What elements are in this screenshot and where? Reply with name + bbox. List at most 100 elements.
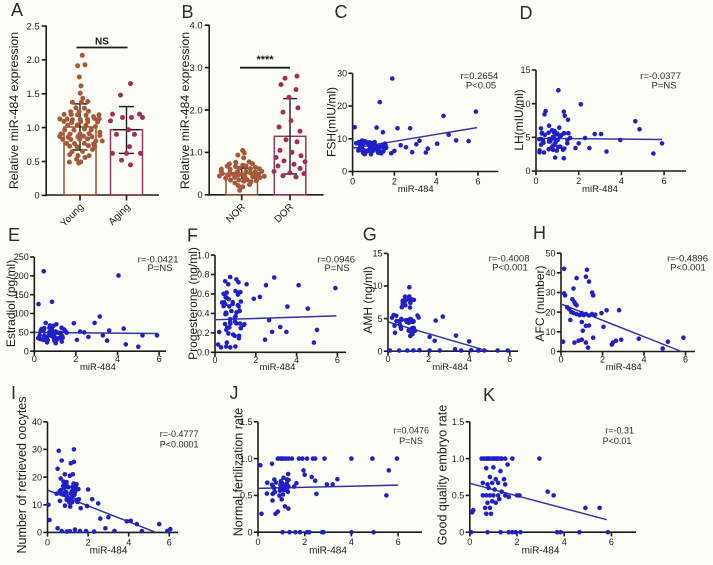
svg-text:6: 6: [609, 537, 614, 547]
svg-text:0: 0: [459, 527, 464, 537]
svg-text:miR-484: miR-484: [309, 546, 347, 557]
svg-text:0.5: 0.5: [26, 157, 39, 168]
svg-text:P<0.001: P<0.001: [492, 262, 528, 273]
svg-text:miR-484: miR-484: [80, 362, 116, 373]
svg-text:miR-484: miR-484: [432, 362, 468, 373]
svg-text:6: 6: [335, 355, 340, 365]
svg-text:2.0: 2.0: [26, 55, 39, 66]
svg-text:4: 4: [467, 354, 472, 364]
svg-text:20: 20: [545, 307, 555, 317]
svg-text:r=-0.0421: r=-0.0421: [138, 254, 179, 265]
svg-text:miR-484: miR-484: [260, 362, 296, 373]
svg-text:Good quality embryo rate: Good quality embryo rate: [436, 405, 450, 545]
svg-text:0: 0: [34, 191, 39, 202]
svg-text:miR-484: miR-484: [606, 362, 642, 373]
svg-text:AMH (ng/ml): AMH (ng/ml): [361, 266, 375, 333]
svg-text:Normal fertilization rate: Normal fertilization rate: [232, 408, 246, 537]
svg-text:1.0: 1.0: [26, 123, 39, 134]
svg-text:10: 10: [545, 327, 555, 337]
svg-text:3.0: 3.0: [189, 63, 202, 74]
svg-text:6: 6: [662, 176, 667, 186]
svg-text:2: 2: [600, 354, 605, 364]
svg-text:0: 0: [385, 354, 390, 364]
svg-text:0: 0: [342, 167, 347, 177]
svg-text:0.6: 0.6: [197, 289, 210, 299]
svg-text:5: 5: [377, 314, 382, 324]
svg-text:P<0.01: P<0.01: [603, 436, 632, 446]
svg-text:miR-484: miR-484: [90, 546, 128, 557]
svg-text:NS: NS: [95, 37, 109, 48]
svg-text:2.0: 2.0: [189, 105, 202, 116]
svg-text:P=NS: P=NS: [324, 263, 349, 274]
svg-text:F: F: [187, 226, 198, 246]
svg-text:r=-0.4008: r=-0.4008: [489, 254, 530, 265]
svg-text:I: I: [11, 383, 16, 403]
svg-text:10: 10: [337, 134, 347, 144]
svg-text:4: 4: [115, 354, 120, 364]
svg-text:0: 0: [37, 528, 42, 538]
svg-text:6: 6: [507, 354, 512, 364]
svg-text:1.0: 1.0: [240, 454, 253, 464]
svg-text:30: 30: [337, 69, 347, 79]
svg-text:r=0.0476: r=0.0476: [393, 426, 429, 436]
svg-text:Estradiol (pg/ml): Estradiol (pg/ml): [4, 260, 18, 347]
svg-text:r=-0.4896: r=-0.4896: [667, 254, 708, 265]
svg-text:G: G: [363, 224, 377, 244]
svg-text:30: 30: [545, 288, 555, 298]
svg-text:1.0: 1.0: [452, 454, 465, 464]
svg-text:miR-484: miR-484: [398, 184, 434, 195]
svg-text:0: 0: [350, 177, 355, 187]
svg-text:P=NS: P=NS: [147, 263, 172, 274]
svg-text:4: 4: [294, 355, 299, 365]
svg-text:4: 4: [619, 176, 624, 186]
svg-text:r=0.0946: r=0.0946: [317, 254, 355, 265]
svg-text:miR-484: miR-484: [522, 546, 560, 557]
svg-text:0: 0: [24, 346, 29, 356]
svg-text:4: 4: [349, 537, 354, 547]
svg-text:r=-0.31: r=-0.31: [605, 426, 634, 436]
svg-text:1.0: 1.0: [197, 250, 210, 260]
svg-text:C: C: [335, 2, 348, 22]
svg-text:0: 0: [212, 355, 217, 365]
svg-text:0.4: 0.4: [197, 309, 210, 319]
svg-text:4.0: 4.0: [189, 21, 202, 32]
svg-text:5: 5: [525, 133, 530, 143]
svg-text:0.2: 0.2: [197, 328, 210, 338]
svg-text:0: 0: [247, 527, 252, 537]
svg-text:P<0.001: P<0.001: [670, 262, 706, 273]
svg-text:0: 0: [550, 347, 555, 357]
svg-text:B: B: [182, 2, 194, 22]
svg-text:0: 0: [558, 354, 563, 364]
svg-text:K: K: [483, 385, 495, 405]
svg-text:6: 6: [683, 354, 688, 364]
svg-text:150: 150: [14, 290, 29, 300]
svg-text:100: 100: [14, 309, 29, 319]
svg-text:10: 10: [520, 99, 530, 109]
svg-text:40: 40: [545, 268, 555, 278]
svg-text:r=0.2654: r=0.2654: [461, 71, 499, 82]
svg-text:30: 30: [32, 445, 42, 455]
svg-text:P=NS: P=NS: [651, 81, 676, 92]
svg-text:AFC (number): AFC (number): [533, 265, 547, 341]
svg-text:J: J: [230, 383, 239, 403]
svg-text:1.5: 1.5: [240, 417, 253, 427]
svg-text:50: 50: [545, 248, 555, 258]
svg-text:0: 0: [467, 537, 472, 547]
svg-text:2: 2: [514, 537, 519, 547]
svg-text:1.0: 1.0: [189, 148, 202, 159]
svg-text:20: 20: [32, 472, 42, 482]
svg-text:4: 4: [126, 537, 131, 547]
svg-text:10: 10: [32, 500, 42, 510]
svg-text:1.5: 1.5: [26, 89, 39, 100]
svg-text:6: 6: [396, 537, 401, 547]
svg-text:0.5: 0.5: [240, 491, 253, 501]
svg-text:Relative miR-484 expression: Relative miR-484 expression: [7, 32, 21, 189]
svg-text:6: 6: [157, 354, 162, 364]
svg-text:FSH(mIU/ml): FSH(mIU/ml): [325, 87, 339, 157]
svg-text:0.0: 0.0: [197, 348, 210, 358]
svg-text:40: 40: [32, 417, 42, 427]
svg-text:LH(mIU/ml): LH(mIU/ml): [512, 89, 526, 150]
svg-text:E: E: [8, 225, 20, 245]
svg-text:200: 200: [14, 271, 29, 281]
svg-text:2: 2: [576, 176, 581, 186]
